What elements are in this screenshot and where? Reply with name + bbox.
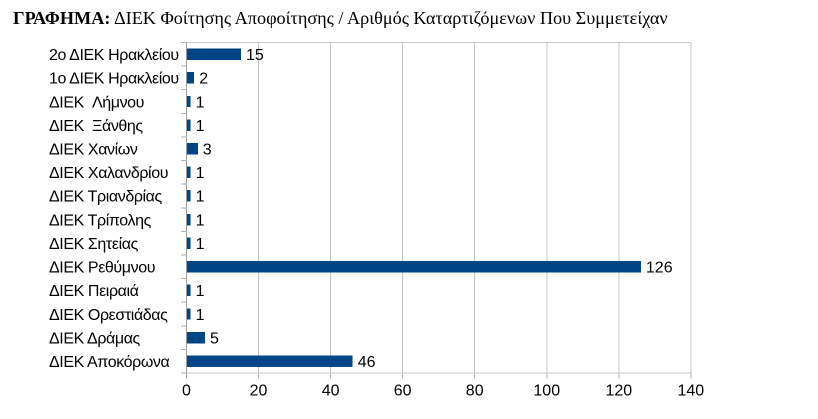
svg-text:80: 80 [466, 383, 484, 400]
svg-text:5: 5 [210, 330, 219, 347]
svg-text:ΔΙΕΚ Σητείας: ΔΙΕΚ Σητείας [49, 236, 139, 253]
svg-text:1: 1 [196, 189, 205, 206]
svg-text:1: 1 [196, 94, 205, 111]
svg-text:ΔΙΕΚ Τρίπολης: ΔΙΕΚ Τρίπολης [49, 212, 152, 229]
svg-text:126: 126 [646, 260, 673, 277]
svg-text:ΔΙΕΚ Χανίων: ΔΙΕΚ Χανίων [49, 142, 138, 159]
svg-text:ΔΙΕΚ Ορεστιάδας: ΔΙΕΚ Ορεστιάδας [49, 307, 168, 324]
svg-text:60: 60 [394, 383, 412, 400]
svg-text:1: 1 [196, 118, 205, 135]
svg-text:15: 15 [246, 47, 264, 64]
svg-text:ΔΙΕΚ Χαλανδρίου: ΔΙΕΚ Χαλανδρίου [49, 165, 168, 182]
svg-text:46: 46 [358, 354, 376, 371]
svg-text:1ο ΔΙΕΚ Ηρακλείου: 1ο ΔΙΕΚ Ηρακλείου [49, 71, 179, 88]
svg-text:ΔΙΕΚ Τριανδρίας: ΔΙΕΚ Τριανδρίας [49, 189, 163, 206]
svg-text:3: 3 [203, 142, 212, 159]
svg-text:1: 1 [196, 307, 205, 324]
svg-text:ΔΙΕΚ Ρεθύμνου: ΔΙΕΚ Ρεθύμνου [49, 260, 155, 277]
svg-text:1: 1 [196, 236, 205, 253]
svg-text:1: 1 [196, 283, 205, 300]
svg-text:ΔΙΕΚ Ξάνθης: ΔΙΕΚ Ξάνθης [49, 118, 143, 135]
svg-text:1: 1 [196, 212, 205, 229]
svg-text:2ο ΔΙΕΚ Ηρακλείου: 2ο ΔΙΕΚ Ηρακλείου [49, 47, 179, 64]
svg-text:ΔΙΕΚ Πειραιά: ΔΙΕΚ Πειραιά [49, 283, 139, 300]
svg-text:2: 2 [199, 71, 208, 88]
svg-text:40: 40 [322, 383, 340, 400]
svg-text:100: 100 [533, 383, 560, 400]
svg-text:20: 20 [250, 383, 268, 400]
svg-text:ΔΙΕΚ Δράμας: ΔΙΕΚ Δράμας [49, 330, 141, 347]
svg-text:ΔΙΕΚ Αποκόρωνα: ΔΙΕΚ Αποκόρωνα [49, 354, 170, 371]
svg-text:140: 140 [677, 383, 704, 400]
svg-text:120: 120 [605, 383, 632, 400]
svg-text:ΔΙΕΚ Λήμνου: ΔΙΕΚ Λήμνου [49, 94, 144, 111]
svg-text:1: 1 [196, 165, 205, 182]
svg-text:0: 0 [182, 383, 191, 400]
